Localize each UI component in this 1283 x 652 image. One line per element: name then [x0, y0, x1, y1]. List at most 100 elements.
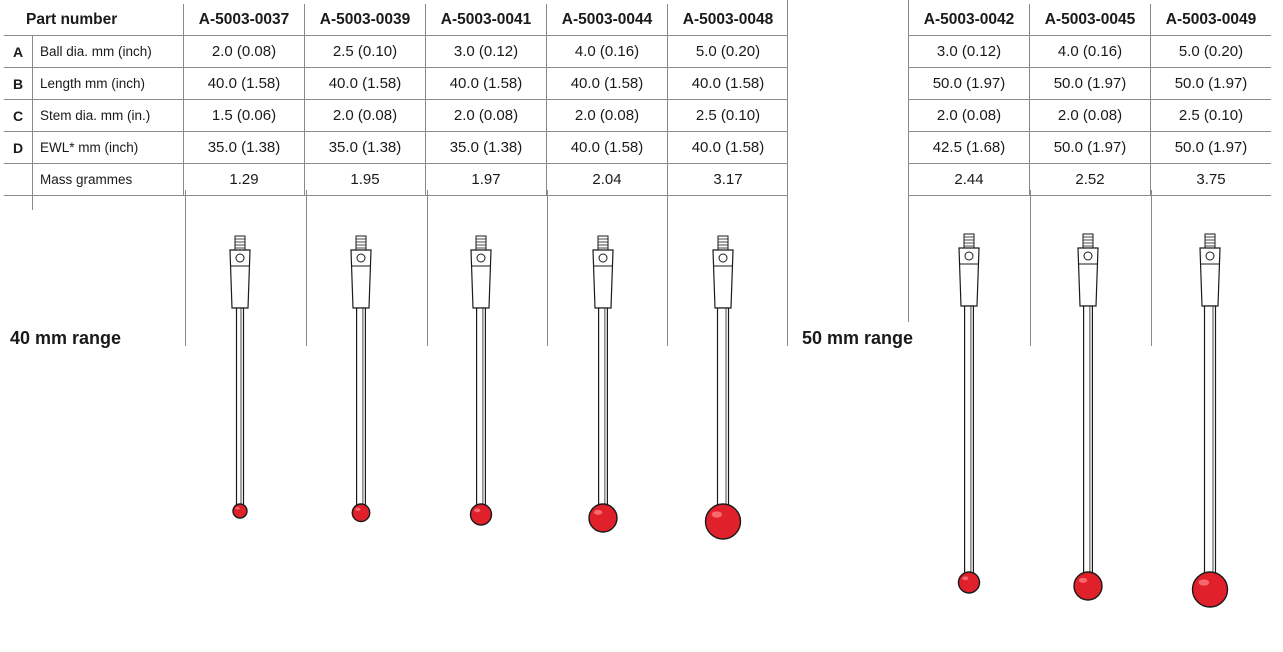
- row-label: EWL* mm (inch): [32, 131, 184, 164]
- stylus-ball: [1191, 571, 1229, 608]
- row-label: Mass grammes: [32, 163, 184, 196]
- stylus-flat-hole: [964, 251, 974, 261]
- table-cell: 2.0 (0.08): [908, 99, 1030, 132]
- table-cell: 5.0 (0.20): [1150, 35, 1271, 68]
- spec-table-50mm: A-5003-0042 A-5003-0045 A-5003-0049 3.0 …: [908, 4, 1271, 196]
- table-cell: 3.17: [667, 163, 788, 196]
- table-cell: 40.0 (1.58): [667, 131, 788, 164]
- table-row-length: 50.0 (1.97) 50.0 (1.97) 50.0 (1.97): [908, 67, 1271, 100]
- table-header-row: A-5003-0042 A-5003-0045 A-5003-0049: [908, 4, 1271, 36]
- column-divider: [32, 190, 33, 210]
- stylus-ball: [957, 571, 981, 594]
- table-cell: 1.95: [304, 163, 426, 196]
- stylus-stem: [235, 307, 245, 507]
- table-cell: 1.97: [425, 163, 547, 196]
- table-cell: 2.5 (0.10): [1150, 99, 1271, 132]
- row-letter: B: [4, 67, 33, 100]
- stylus-flat-hole: [235, 253, 245, 263]
- table-cell: 2.0 (0.08): [1029, 99, 1151, 132]
- column-divider: [427, 190, 428, 346]
- stylus-body: [1199, 247, 1221, 307]
- table-row-mass: Mass grammes 1.29 1.95 1.97 2.04 3.17: [4, 163, 788, 196]
- table-cell: 4.0 (0.16): [1029, 35, 1151, 68]
- column-divider: [1151, 190, 1152, 346]
- stylus-ball: [351, 503, 371, 523]
- stylus-ball: [704, 503, 742, 540]
- stylus-body: [1077, 247, 1099, 307]
- column-divider: [667, 190, 668, 346]
- table-row-ball: 3.0 (0.12) 4.0 (0.16) 5.0 (0.20): [908, 35, 1271, 68]
- stylus-stem: [1082, 305, 1093, 575]
- stylus-stem: [597, 307, 608, 507]
- table-cell: 5.0 (0.20): [667, 35, 788, 68]
- row-label: Length mm (inch): [32, 67, 184, 100]
- column-divider: [547, 190, 548, 346]
- table-header-row: Part number A-5003-0037 A-5003-0039 A-50…: [4, 4, 788, 36]
- row-letter: [4, 163, 33, 196]
- column-header: A-5003-0045: [1029, 4, 1151, 36]
- stylus-ball-highlight: [593, 509, 603, 515]
- table-cell: 40.0 (1.58): [183, 67, 305, 100]
- table-cell: 50.0 (1.97): [1029, 67, 1151, 100]
- spec-table-40mm: Part number A-5003-0037 A-5003-0039 A-50…: [4, 4, 788, 196]
- table-cell: 2.0 (0.08): [304, 99, 426, 132]
- column-header: A-5003-0037: [183, 4, 305, 36]
- stylus-body: [712, 249, 734, 309]
- table-cell: 40.0 (1.58): [546, 67, 668, 100]
- table-cell: 35.0 (1.38): [183, 131, 305, 164]
- table-row-ewl: 42.5 (1.68) 50.0 (1.97) 50.0 (1.97): [908, 131, 1271, 164]
- stylus-flat-hole: [476, 253, 486, 263]
- stylus-ball-highlight: [355, 507, 361, 511]
- part-number-header: Part number: [4, 4, 184, 36]
- table-cell: 40.0 (1.58): [546, 131, 668, 164]
- table-cell: 1.5 (0.06): [183, 99, 305, 132]
- row-letter: C: [4, 99, 33, 132]
- stylus-body: [350, 249, 372, 309]
- table-cell: 2.0 (0.08): [425, 99, 547, 132]
- stylus-ball-highlight: [235, 506, 240, 510]
- table-cell: 2.44: [908, 163, 1030, 196]
- column-header: A-5003-0044: [546, 4, 668, 36]
- stylus-ball-highlight: [711, 511, 723, 518]
- table-cell: 35.0 (1.38): [425, 131, 547, 164]
- table-cell: 1.29: [183, 163, 305, 196]
- table-cell: 40.0 (1.58): [304, 67, 426, 100]
- table-row-length: B Length mm (inch) 40.0 (1.58) 40.0 (1.5…: [4, 67, 788, 100]
- table-row-ball: A Ball dia. mm (inch) 2.0 (0.08) 2.5 (0.…: [4, 35, 788, 68]
- row-letter: A: [4, 35, 33, 68]
- table-cell: 2.04: [546, 163, 668, 196]
- table-cell: 40.0 (1.58): [425, 67, 547, 100]
- stylus-stem: [716, 307, 730, 507]
- stylus-body: [958, 247, 980, 307]
- table-cell: 50.0 (1.97): [1029, 131, 1151, 164]
- stylus-ball-highlight: [474, 508, 481, 513]
- stylus-stem: [963, 305, 974, 575]
- table-cell: 4.0 (0.16): [546, 35, 668, 68]
- table-cell: 2.52: [1029, 163, 1151, 196]
- table-row-mass: 2.44 2.52 3.75: [908, 163, 1271, 196]
- stylus-flat-hole: [1083, 251, 1093, 261]
- table-cell: 50.0 (1.97): [908, 67, 1030, 100]
- stylus-stem: [356, 307, 367, 507]
- stylus-flat-hole: [718, 253, 728, 263]
- row-label: Ball dia. mm (inch): [32, 35, 184, 68]
- stylus-ball-highlight: [1078, 577, 1088, 583]
- table-cell: 2.0 (0.08): [183, 35, 305, 68]
- column-header: A-5003-0041: [425, 4, 547, 36]
- stylus-ball: [469, 503, 493, 526]
- stylus-flat-hole: [356, 253, 366, 263]
- range-label-40mm: 40 mm range: [10, 328, 122, 348]
- table-cell: 50.0 (1.97): [1150, 67, 1271, 100]
- column-header: A-5003-0042: [908, 4, 1030, 36]
- table-cell: 50.0 (1.97): [1150, 131, 1271, 164]
- table-cell: 2.5 (0.10): [667, 99, 788, 132]
- table-cell: 2.0 (0.08): [546, 99, 668, 132]
- table-cell: 35.0 (1.38): [304, 131, 426, 164]
- column-header: A-5003-0039: [304, 4, 426, 36]
- stylus-flat-hole: [598, 253, 608, 263]
- table-cell: 3.0 (0.12): [425, 35, 547, 68]
- stylus-ball: [588, 503, 618, 533]
- table-row-stem: 2.0 (0.08) 2.0 (0.08) 2.5 (0.10): [908, 99, 1271, 132]
- column-divider: [908, 0, 909, 322]
- table-cell: 3.0 (0.12): [908, 35, 1030, 68]
